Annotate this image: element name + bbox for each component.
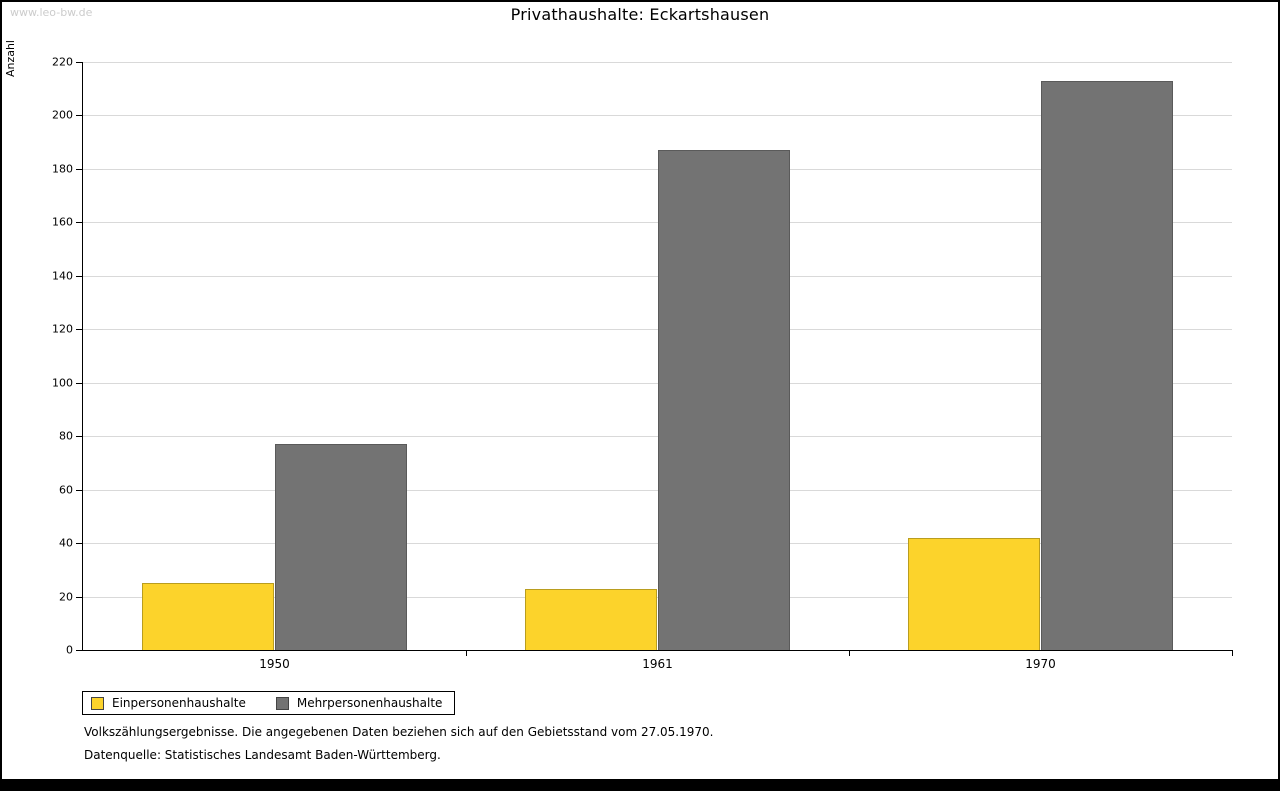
- bar-group-1970: [849, 62, 1232, 650]
- gridline: [83, 62, 1232, 63]
- x-axis-label-1970: 1970: [1025, 657, 1056, 671]
- footnote-data-source: Datenquelle: Statistisches Landesamt Bad…: [84, 748, 441, 762]
- bottom-frame-bar: [2, 779, 1278, 789]
- y-axis-tick: [76, 436, 82, 438]
- y-axis-tick-label: 80: [59, 429, 73, 443]
- plot-area: 0 20 40 60 80 100 120 140 160 180 200 220 1950 1961 19…: [52, 56, 1233, 671]
- watermark: www.leo-bw.de: [10, 6, 93, 19]
- bar-1961-mehrpersonenhaushalte: [657, 150, 790, 650]
- bar-group-1961: [466, 62, 849, 650]
- y-axis-tick: [76, 168, 82, 170]
- x-axis-tick: [1232, 650, 1233, 656]
- y-axis-tick: [76, 650, 82, 651]
- y-axis-title: Anzahl: [4, 40, 17, 78]
- y-axis-tick-label: 220: [52, 55, 73, 69]
- y-axis-tick-label: 40: [59, 536, 73, 550]
- legend-label: Mehrpersonenhaushalte: [296, 696, 443, 710]
- y-axis-tick: [76, 543, 82, 545]
- legend: Einpersonenhaushalte Mehrpersonenhaushal…: [82, 691, 456, 715]
- x-axis-label-1950: 1950: [259, 657, 290, 671]
- x-axis-label-1961: 1961: [642, 657, 673, 671]
- y-axis-tick-label: 60: [59, 483, 73, 497]
- legend-item-einpersonenhaushalte: Einpersonenhaushalte: [91, 696, 246, 710]
- y-axis-tick: [76, 275, 82, 277]
- y-axis-tick-label: 20: [59, 590, 73, 604]
- y-axis-tick: [76, 489, 82, 491]
- legend-label: Einpersonenhaushalte: [112, 696, 246, 710]
- y-axis-tick-label: 120: [52, 322, 73, 336]
- y-axis-tick-label: 180: [52, 162, 73, 176]
- y-axis-tick: [76, 62, 82, 63]
- y-axis-tick: [76, 596, 82, 598]
- y-axis-tick-label: 0: [66, 643, 73, 657]
- y-axis-tick: [76, 222, 82, 224]
- y-axis-tick-label: 160: [52, 215, 73, 229]
- chart-title: Privathaushalte: Eckartshausen: [510, 5, 770, 24]
- bar-1970-mehrpersonenhaushalte: [1040, 80, 1173, 650]
- bar-1961-einpersonenhaushalte: [525, 588, 658, 650]
- y-axis-tick: [76, 329, 82, 331]
- x-axis-tick: [466, 650, 467, 656]
- y-axis-tick: [76, 115, 82, 117]
- bar-group-1950: [83, 62, 466, 650]
- bar-1950-mehrpersonenhaushalte: [274, 444, 407, 650]
- footnotes: Volkszählungsergebnisse. Die angegebenen…: [84, 725, 713, 771]
- y-axis-tick: [76, 382, 82, 384]
- x-axis-tick: [849, 650, 850, 656]
- gridline: [83, 115, 1232, 117]
- legend-swatch-gray: [275, 696, 289, 710]
- bar-1970-einpersonenhaushalte: [908, 537, 1041, 650]
- y-axis-tick-label: 140: [52, 269, 73, 283]
- bar-1950-einpersonenhaushalte: [142, 583, 275, 650]
- legend-item-mehrpersonenhaushalte: Mehrpersonenhaushalte: [275, 696, 443, 710]
- y-axis-tick-label: 100: [52, 376, 73, 390]
- footnote-source-note: Volkszählungsergebnisse. Die angegebenen…: [84, 725, 714, 739]
- legend-swatch-yellow: [91, 696, 104, 710]
- y-axis-tick-label: 200: [52, 108, 73, 122]
